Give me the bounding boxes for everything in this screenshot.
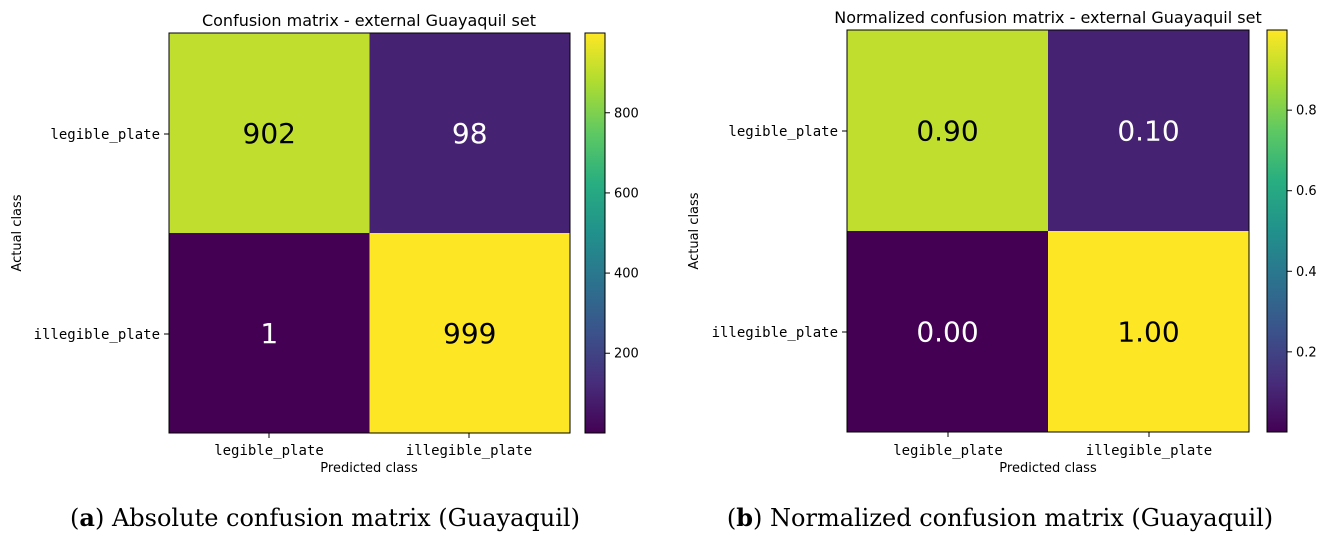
colorbar-tick-label: 0.2 xyxy=(1296,345,1317,360)
heatmap-cell xyxy=(369,33,570,233)
colorbar-tick-label: 0.4 xyxy=(1296,265,1317,280)
heatmap-cell xyxy=(1048,231,1249,432)
y-tick-label-illegible: illegible_plate xyxy=(712,325,838,341)
caption: (a) Absolute confusion matrix (Guayaquil… xyxy=(70,503,580,532)
cell-value-label: 0.90 xyxy=(916,115,978,148)
cell-value-label: 1.00 xyxy=(1117,316,1179,349)
cell-value-label: 902 xyxy=(243,117,296,150)
colorbar-tick-label: 0.6 xyxy=(1296,184,1317,199)
plot-frame xyxy=(846,29,1250,433)
chart-title: Normalized confusion matrix - external G… xyxy=(834,8,1261,27)
heatmap-cell xyxy=(1048,30,1249,231)
heatmap-cells: 902 98 1 999 xyxy=(169,33,570,433)
chart-title: Confusion matrix - external Guayaquil se… xyxy=(202,11,536,30)
x-axis-label: Predicted class xyxy=(999,461,1097,476)
colorbar-ticks: 0.2 0.4 0.6 0.8 xyxy=(1287,104,1317,360)
y-axis-label: Actual class xyxy=(10,194,25,271)
heatmap-cell xyxy=(847,30,1048,231)
panel-b: Normalized confusion matrix - external G… xyxy=(687,8,1317,532)
heatmap-cell xyxy=(169,33,370,233)
colorbar-tick-label: 0.8 xyxy=(1296,104,1317,119)
heatmap-cell xyxy=(847,231,1048,432)
y-tick-label-legible: legible_plate xyxy=(50,127,160,143)
colorbar-ticks: 200 400 600 800 xyxy=(605,106,639,362)
cell-value-label: 0.00 xyxy=(916,316,978,349)
heatmap-cells: 0.90 0.10 0.00 1.00 xyxy=(847,30,1249,432)
cell-value-label: 0.10 xyxy=(1117,115,1179,148)
colorbar-tick-label: 400 xyxy=(614,267,639,282)
caption-text: Absolute confusion matrix (Guayaquil) xyxy=(111,504,580,532)
caption-letter: a xyxy=(79,503,95,532)
cell-value-label: 999 xyxy=(443,317,496,350)
cell-value-label: 98 xyxy=(452,117,488,150)
caption-text: Normalized confusion matrix (Guayaquil) xyxy=(770,504,1273,532)
caption-letter: b xyxy=(736,503,753,532)
x-tick-label-legible: legible_plate xyxy=(893,443,1003,459)
panel-a: Confusion matrix - external Guayaquil se… xyxy=(10,11,639,532)
colorbar xyxy=(1266,29,1288,433)
heatmap-cell xyxy=(369,233,570,433)
plot-frame xyxy=(168,32,571,434)
x-tick-label-legible: legible_plate xyxy=(214,443,324,459)
colorbar-tick-label: 200 xyxy=(614,347,639,362)
colorbar-tick-label: 800 xyxy=(614,106,639,121)
colorbar xyxy=(584,32,606,434)
y-tick-label-legible: legible_plate xyxy=(728,124,838,140)
x-tick-label-illegible: illegible_plate xyxy=(1086,443,1212,459)
y-tick-label-illegible: illegible_plate xyxy=(34,327,160,343)
colorbar-tick-label: 600 xyxy=(614,186,639,201)
x-axis-label: Predicted class xyxy=(320,461,418,476)
y-axis-label: Actual class xyxy=(687,192,702,269)
heatmap-cell xyxy=(169,233,370,433)
x-tick-label-illegible: illegible_plate xyxy=(406,443,532,459)
caption: (b) Normalized confusion matrix (Guayaqu… xyxy=(727,503,1273,532)
cell-value-label: 1 xyxy=(260,317,278,350)
